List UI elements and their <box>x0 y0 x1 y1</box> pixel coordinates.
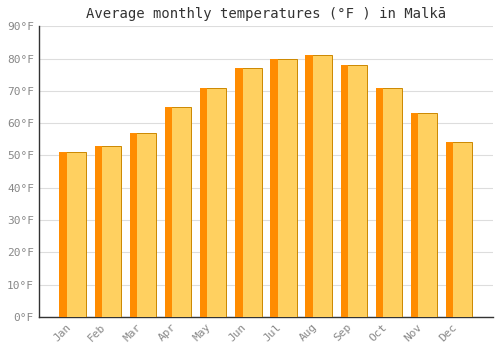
Bar <box>376 88 402 317</box>
Bar <box>200 88 207 317</box>
Bar <box>270 58 278 317</box>
Bar <box>235 68 242 317</box>
Bar <box>200 88 226 317</box>
Bar <box>411 113 418 317</box>
Bar <box>60 152 86 317</box>
Bar <box>60 152 67 317</box>
Bar <box>306 55 313 317</box>
Bar <box>376 88 383 317</box>
Bar <box>130 133 156 317</box>
Bar <box>165 107 172 317</box>
Bar <box>94 146 102 317</box>
Bar <box>165 107 191 317</box>
Bar <box>340 65 367 317</box>
Bar <box>306 55 332 317</box>
Bar <box>340 65 348 317</box>
Bar <box>446 142 472 317</box>
Title: Average monthly temperatures (°F ) in Malkā: Average monthly temperatures (°F ) in Ma… <box>86 7 446 21</box>
Bar <box>446 142 454 317</box>
Bar <box>130 133 137 317</box>
Bar <box>94 146 121 317</box>
Bar <box>411 113 438 317</box>
Bar <box>235 68 262 317</box>
Bar <box>270 58 296 317</box>
